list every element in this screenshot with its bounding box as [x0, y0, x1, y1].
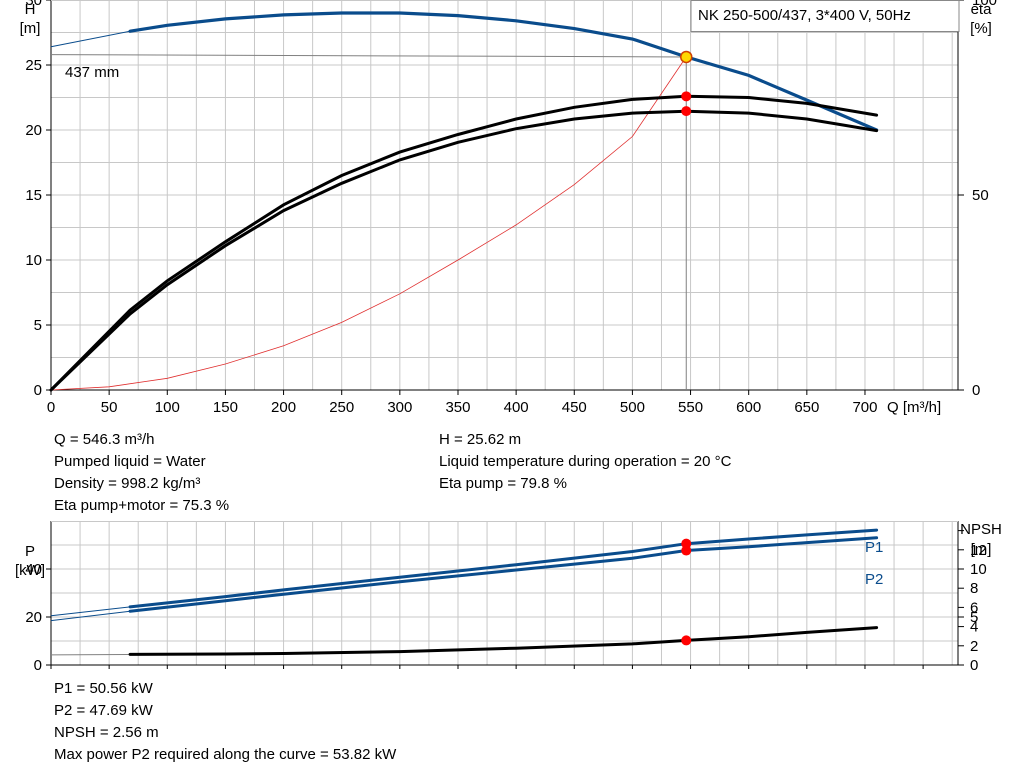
power-info: P1 = 50.56 kW P2 = 47.69 kW NPSH = 2.56 …	[54, 678, 396, 766]
p0-y-left-tick-label: 10	[25, 252, 42, 269]
p1-series-label: P1	[865, 539, 883, 556]
p0-y-right-tick-label: 100	[972, 0, 997, 9]
info-flow: Q = 546.3 m³/h	[54, 431, 155, 448]
info-p1: P1 = 50.56 kW	[54, 680, 153, 697]
p1-y-right-tick-label: 10	[970, 561, 987, 578]
p1-y-left-tick-label: 0	[34, 657, 42, 674]
p0-y-left-title: H	[25, 1, 36, 18]
p0-x-tick-label: 300	[387, 399, 412, 416]
p0-x-tick-label: 550	[678, 399, 703, 416]
p1-y-right-tick-label: 2	[970, 638, 978, 655]
p0-x-tick-label: 350	[445, 399, 470, 416]
p0-x-axis-label: Q [m³/h]	[887, 399, 941, 416]
p0-y-left-tick-label: 20	[25, 122, 42, 139]
p0-x-tick-label: 650	[794, 399, 819, 416]
operating-point-marker	[679, 50, 693, 64]
info-liquid: Pumped liquid = Water	[54, 453, 206, 470]
legend-box	[690, 0, 960, 32]
p0-y-right-tick-label: 0	[972, 382, 980, 399]
operating-point-marker	[681, 545, 692, 556]
p0-y-left-tick-label: 5	[34, 317, 42, 334]
p0-x-tick-label: 700	[852, 399, 877, 416]
p2-curve	[128, 536, 879, 613]
npsh-curve	[128, 626, 879, 656]
info-liquid-temperature: Liquid temperature during operation = 20…	[439, 453, 732, 470]
p0-x-tick-label: 50	[101, 399, 118, 416]
p0-x-tick-label: 500	[620, 399, 645, 416]
impeller-diameter-label: 437 mm	[65, 64, 119, 81]
p0-x-tick-label: 400	[504, 399, 529, 416]
p0-x-tick-label: 200	[271, 399, 296, 416]
info-max-power: Max power P2 required along the curve = …	[54, 746, 397, 763]
p2-curve-extension	[50, 610, 131, 622]
operating-point-marker	[681, 106, 692, 117]
eta-pump-curve	[49, 94, 879, 392]
eta-pump-motor-curve	[49, 109, 879, 392]
info-density: Density = 998.2 kg/m³	[54, 475, 201, 492]
p0-x-tick-label: 150	[213, 399, 238, 416]
h-curve	[128, 11, 879, 132]
p2-series-label: P2	[865, 571, 883, 588]
p1-y-right-unit: [m]	[971, 541, 992, 558]
p1-y-right-tick-label: 6	[970, 599, 978, 616]
p1-y-right-tick-label: 8	[970, 580, 978, 597]
info-p2: P2 = 47.69 kW	[54, 702, 153, 719]
p1-curve	[128, 528, 879, 609]
p1-curve-extension	[50, 606, 131, 617]
p0-x-tick-label: 600	[736, 399, 761, 416]
operating-info-left: Q = 546.3 m³/h Pumped liquid = Water Den…	[54, 429, 229, 517]
p1-y-left-unit: [kW]	[15, 562, 45, 579]
p0-y-right-title: eta	[971, 1, 993, 18]
operating-point-h-guide	[50, 54, 687, 58]
p1-y-right-tick-label: 12	[970, 542, 987, 559]
operating-point-marker	[681, 635, 692, 646]
p0-x-tick-label: 250	[329, 399, 354, 416]
p0-y-right-tick-label: 50	[972, 187, 989, 204]
info-eta-pump-motor: Eta pump+motor = 75.3 %	[54, 497, 230, 514]
p0-y-left-unit: [m]	[20, 20, 41, 37]
p0-y-right-unit: [%]	[970, 20, 992, 37]
p1-y-left-title: P	[25, 543, 35, 560]
p1-y-right-tick-label: 4	[970, 619, 978, 636]
p1-y-right-tick-label: 5	[970, 609, 978, 626]
p0-y-left-tick-label: 25	[25, 57, 42, 74]
p1-y-right-tick-label: 0	[970, 657, 978, 674]
p0-y-left-tick-label: 15	[25, 187, 42, 204]
p0-y-left-tick-label: 30	[25, 0, 42, 9]
info-eta-pump: Eta pump = 79.8 %	[439, 475, 567, 492]
p1-y-left-tick-label: 40	[25, 561, 42, 578]
p0-x-tick-label: 0	[47, 399, 55, 416]
info-head: H = 25.62 m	[439, 431, 522, 448]
operating-info-right: H = 25.62 m Liquid temperature during op…	[439, 429, 731, 495]
p1-y-right-title: NPSH	[960, 521, 1002, 538]
info-npsh: NPSH = 2.56 m	[54, 724, 159, 741]
operating-point-marker	[681, 91, 692, 102]
p0-x-tick-label: 450	[562, 399, 587, 416]
operating-point-marker	[681, 538, 692, 549]
p0-x-tick-label: 100	[155, 399, 180, 416]
system-curve	[50, 56, 687, 391]
h-curve-extension	[50, 30, 131, 48]
legend-box-text: NK 250-500/437, 3*400 V, 50Hz	[698, 7, 911, 24]
p1-y-left-tick-label: 20	[25, 609, 42, 626]
p0-y-left-tick-label: 0	[34, 382, 42, 399]
